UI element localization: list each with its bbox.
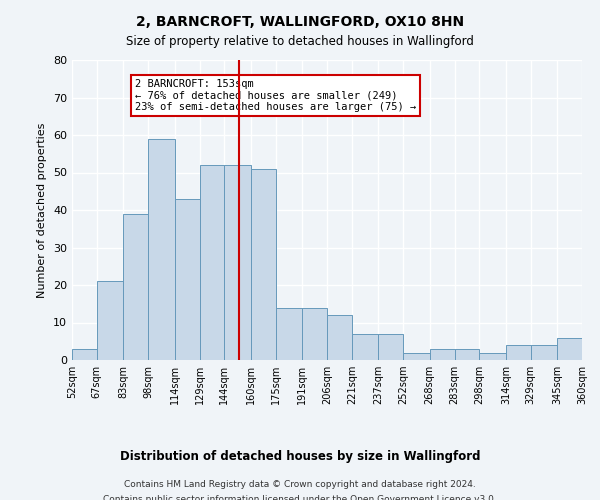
Bar bbox=[530, 345, 557, 360]
Bar bbox=[275, 308, 302, 360]
Bar bbox=[557, 338, 582, 360]
Bar bbox=[97, 281, 124, 360]
Text: Contains HM Land Registry data © Crown copyright and database right 2024.: Contains HM Land Registry data © Crown c… bbox=[124, 480, 476, 489]
Bar bbox=[148, 138, 175, 360]
Text: Contains public sector information licensed under the Open Government Licence v3: Contains public sector information licen… bbox=[103, 495, 497, 500]
Bar bbox=[430, 349, 455, 360]
Y-axis label: Number of detached properties: Number of detached properties bbox=[37, 122, 47, 298]
Bar bbox=[379, 334, 403, 360]
Text: 2, BARNCROFT, WALLINGFORD, OX10 8HN: 2, BARNCROFT, WALLINGFORD, OX10 8HN bbox=[136, 15, 464, 29]
Bar bbox=[479, 352, 506, 360]
Bar bbox=[199, 165, 224, 360]
Bar bbox=[224, 165, 251, 360]
Text: Size of property relative to detached houses in Wallingford: Size of property relative to detached ho… bbox=[126, 35, 474, 48]
Bar bbox=[327, 315, 352, 360]
Bar bbox=[403, 352, 430, 360]
Bar bbox=[72, 349, 97, 360]
Bar bbox=[506, 345, 530, 360]
Bar bbox=[455, 349, 479, 360]
Bar bbox=[302, 308, 327, 360]
Bar bbox=[251, 169, 275, 360]
Text: 2 BARNCROFT: 153sqm
← 76% of detached houses are smaller (249)
23% of semi-detac: 2 BARNCROFT: 153sqm ← 76% of detached ho… bbox=[135, 78, 416, 112]
Bar bbox=[352, 334, 379, 360]
Bar bbox=[175, 198, 199, 360]
Text: Distribution of detached houses by size in Wallingford: Distribution of detached houses by size … bbox=[120, 450, 480, 463]
Bar bbox=[124, 214, 148, 360]
